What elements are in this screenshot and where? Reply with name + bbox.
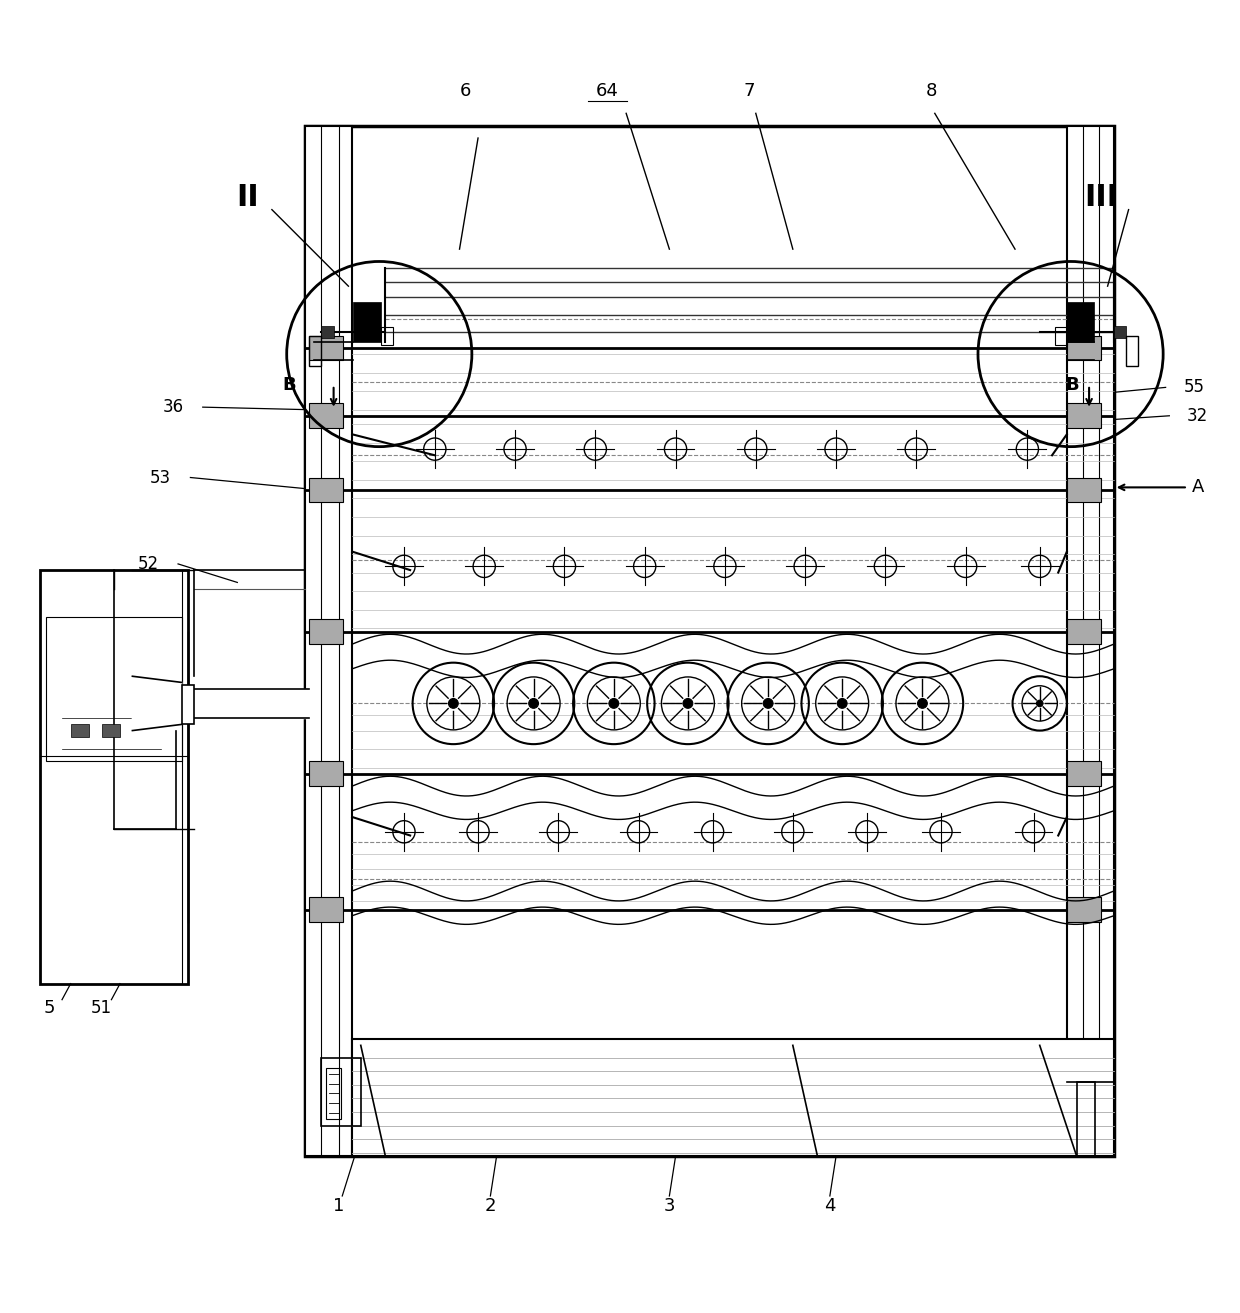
Bar bbox=[326, 1067, 341, 1120]
Bar bbox=[352, 1039, 1114, 1157]
Text: 8: 8 bbox=[925, 83, 936, 100]
Bar bbox=[305, 126, 352, 1157]
Bar bbox=[309, 336, 343, 360]
Bar bbox=[381, 327, 393, 345]
Bar bbox=[321, 326, 334, 337]
Bar bbox=[309, 762, 343, 786]
Circle shape bbox=[449, 699, 459, 708]
Bar bbox=[309, 620, 343, 645]
Bar bbox=[1066, 620, 1101, 645]
Circle shape bbox=[764, 699, 773, 708]
Bar bbox=[1066, 403, 1101, 428]
Bar bbox=[102, 725, 120, 737]
Text: 7: 7 bbox=[744, 83, 755, 100]
Bar bbox=[1076, 1082, 1095, 1157]
Text: 64: 64 bbox=[596, 83, 619, 100]
Bar bbox=[1066, 762, 1101, 786]
Bar bbox=[40, 570, 188, 983]
Circle shape bbox=[528, 699, 538, 708]
Bar bbox=[182, 685, 195, 725]
Bar bbox=[309, 403, 343, 428]
Bar bbox=[1066, 478, 1101, 502]
Bar bbox=[1066, 336, 1101, 360]
Text: A: A bbox=[1192, 478, 1204, 496]
Text: B: B bbox=[1065, 376, 1079, 394]
Text: II: II bbox=[236, 183, 259, 211]
Bar bbox=[1066, 302, 1094, 341]
Circle shape bbox=[918, 699, 928, 708]
Text: B: B bbox=[283, 376, 296, 394]
Polygon shape bbox=[191, 688, 309, 718]
Bar bbox=[321, 1058, 361, 1125]
Bar bbox=[1066, 897, 1101, 922]
Text: 5: 5 bbox=[43, 999, 56, 1018]
Bar bbox=[1114, 326, 1126, 337]
Text: 52: 52 bbox=[138, 555, 159, 572]
Bar bbox=[1066, 126, 1114, 1157]
Polygon shape bbox=[133, 676, 182, 730]
Text: 32: 32 bbox=[1187, 407, 1208, 425]
Text: 55: 55 bbox=[1183, 378, 1204, 397]
Bar bbox=[309, 478, 343, 502]
Bar bbox=[353, 302, 381, 341]
Text: 53: 53 bbox=[150, 469, 171, 487]
Circle shape bbox=[683, 699, 693, 708]
Circle shape bbox=[837, 699, 847, 708]
Text: 6: 6 bbox=[460, 83, 471, 100]
Text: 2: 2 bbox=[485, 1197, 496, 1215]
Text: 4: 4 bbox=[825, 1197, 836, 1215]
Circle shape bbox=[609, 699, 619, 708]
Text: 36: 36 bbox=[162, 398, 184, 416]
Bar bbox=[46, 617, 182, 762]
Bar bbox=[1054, 327, 1066, 345]
Bar bbox=[309, 897, 343, 922]
Text: 51: 51 bbox=[91, 999, 112, 1018]
Text: 1: 1 bbox=[332, 1197, 345, 1215]
Text: III: III bbox=[1084, 183, 1118, 211]
Bar bbox=[71, 725, 89, 737]
Circle shape bbox=[1037, 700, 1043, 706]
Bar bbox=[1126, 336, 1138, 366]
Bar bbox=[309, 336, 321, 366]
Text: 3: 3 bbox=[663, 1197, 675, 1215]
Bar bbox=[305, 126, 1114, 1157]
